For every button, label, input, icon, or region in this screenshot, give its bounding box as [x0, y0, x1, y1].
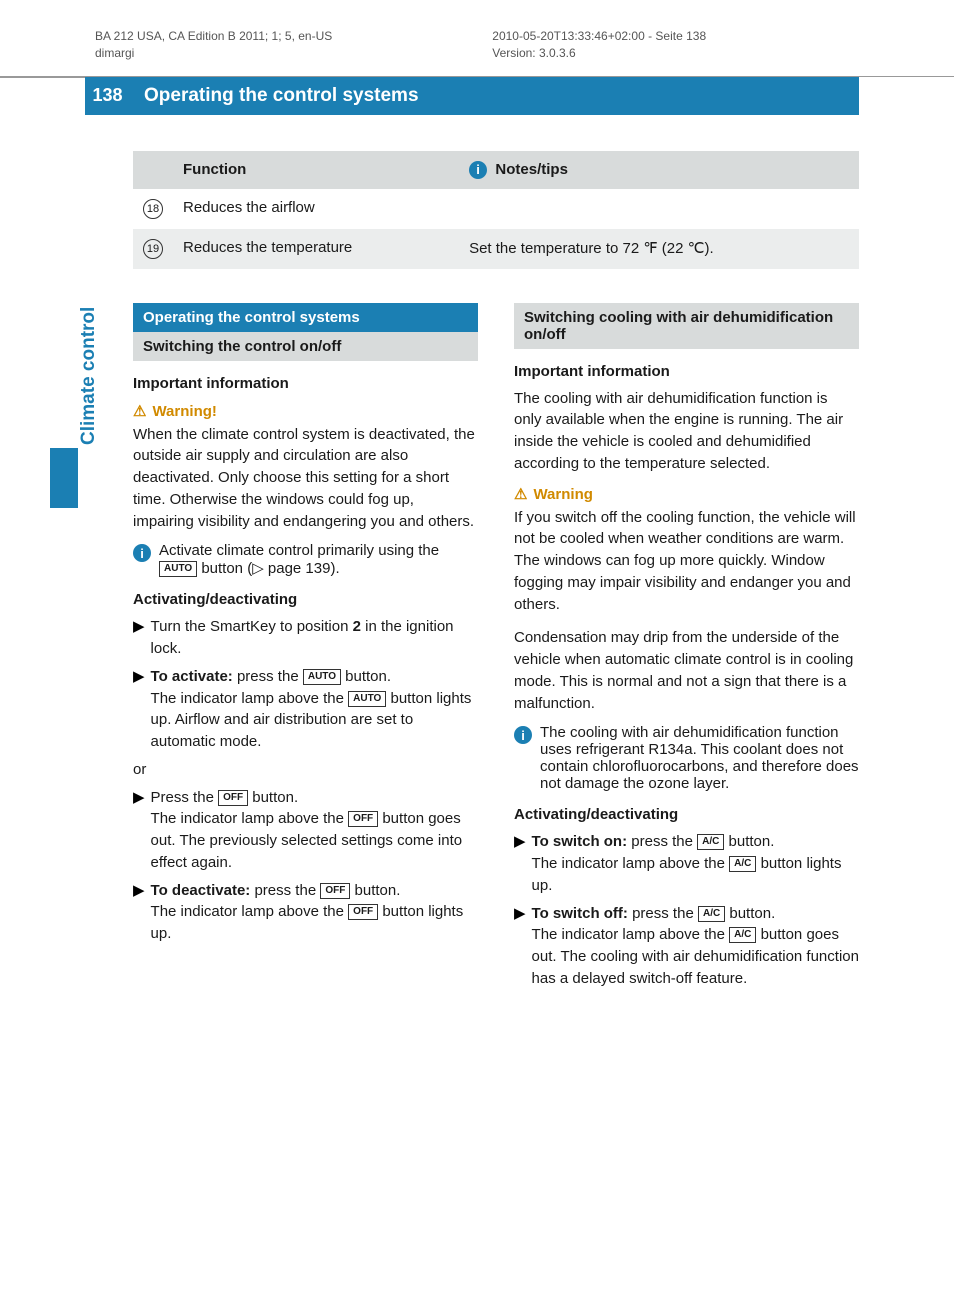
off-button: OFF — [320, 883, 350, 899]
activate-heading: Activating/deactivating — [514, 806, 859, 823]
step-arrow-icon: ▶ — [133, 666, 145, 753]
auto-button: AUTO — [303, 669, 341, 685]
warning-icon: ⚠ — [514, 485, 527, 503]
ac-button: A/C — [729, 856, 756, 872]
side-tab-label: Climate control — [78, 307, 100, 445]
warning-label: ⚠Warning — [514, 485, 859, 503]
function-table: Function i Notes/tips 18 Reduces the air… — [133, 151, 859, 269]
warning-label: ⚠Warning! — [133, 402, 478, 420]
page-header-bar: 138 Operating the control systems — [0, 76, 954, 115]
left-column: Operating the control systems Switching … — [133, 303, 478, 996]
row-notes — [459, 189, 859, 229]
step-arrow-icon: ▶ — [133, 880, 145, 945]
main-content: Function i Notes/tips 18 Reduces the air… — [0, 115, 954, 996]
step-arrow-icon: ▶ — [514, 903, 526, 990]
step-item: ▶ Turn the SmartKey to position 2 in the… — [133, 616, 478, 660]
table-row: 19 Reduces the temperature Set the tempe… — [133, 229, 859, 269]
paragraph: Condensation may drip from the underside… — [514, 627, 859, 714]
warning-text: If you switch off the cooling function, … — [514, 507, 859, 616]
table-row: 18 Reduces the airflow — [133, 189, 859, 229]
row-notes: Set the temperature to 72 ℉ (22 ℃). — [459, 229, 859, 269]
page-title: Operating the control systems — [130, 77, 859, 115]
ac-button: A/C — [697, 834, 724, 850]
step-arrow-icon: ▶ — [133, 787, 145, 874]
meta-left-2: dimargi — [95, 45, 462, 62]
step-item: ▶ To activate: press the AUTO button. Th… — [133, 666, 478, 753]
th-notes: i Notes/tips — [459, 151, 859, 189]
ac-button: A/C — [729, 927, 756, 943]
step-arrow-icon: ▶ — [133, 616, 145, 660]
or-text: or — [133, 759, 478, 781]
header-metadata: BA 212 USA, CA Edition B 2011; 1; 5, en-… — [0, 0, 954, 62]
step-arrow-icon: ▶ — [514, 831, 526, 896]
off-button: OFF — [348, 904, 378, 920]
page-number: 138 — [85, 77, 130, 115]
important-heading: Important information — [514, 363, 859, 380]
row-num: 19 — [143, 239, 163, 259]
info-icon: i — [469, 161, 487, 179]
info-note: i Activate climate control primarily usi… — [133, 542, 478, 577]
step-item: ▶ Press the OFF button. The indicator la… — [133, 787, 478, 874]
step-item: ▶ To switch off: press the A/C button. T… — [514, 903, 859, 990]
auto-button: AUTO — [348, 691, 386, 707]
step-item: ▶ To switch on: press the A/C button. Th… — [514, 831, 859, 896]
ac-button: A/C — [698, 906, 725, 922]
auto-button: AUTO — [159, 561, 197, 577]
warning-text: When the climate control system is deact… — [133, 424, 478, 533]
paragraph: The cooling with air dehumidification fu… — [514, 388, 859, 475]
meta-right-2: Version: 3.0.3.6 — [492, 45, 859, 62]
row-func: Reduces the temperature — [173, 229, 459, 269]
sub-heading: Switching the control on/off — [133, 332, 478, 361]
meta-left-1: BA 212 USA, CA Edition B 2011; 1; 5, en-… — [95, 28, 462, 45]
warning-icon: ⚠ — [133, 402, 146, 420]
row-func: Reduces the airflow — [173, 189, 459, 229]
off-button: OFF — [348, 811, 378, 827]
side-color-block — [50, 448, 78, 508]
th-function: Function — [173, 151, 459, 189]
right-column: Switching cooling with air dehumidificat… — [514, 303, 859, 996]
info-icon: i — [133, 544, 151, 562]
section-heading: Operating the control systems — [133, 303, 478, 332]
step-item: ▶ To deactivate: press the OFF button. T… — [133, 880, 478, 945]
important-heading: Important information — [133, 375, 478, 392]
row-num: 18 — [143, 199, 163, 219]
activate-heading: Activating/deactivating — [133, 591, 478, 608]
sub-heading: Switching cooling with air dehumidificat… — [514, 303, 859, 349]
meta-right-1: 2010-05-20T13:33:46+02:00 - Seite 138 — [492, 28, 859, 45]
info-icon: i — [514, 726, 532, 744]
info-note: i The cooling with air dehumidification … — [514, 724, 859, 792]
off-button: OFF — [218, 790, 248, 806]
